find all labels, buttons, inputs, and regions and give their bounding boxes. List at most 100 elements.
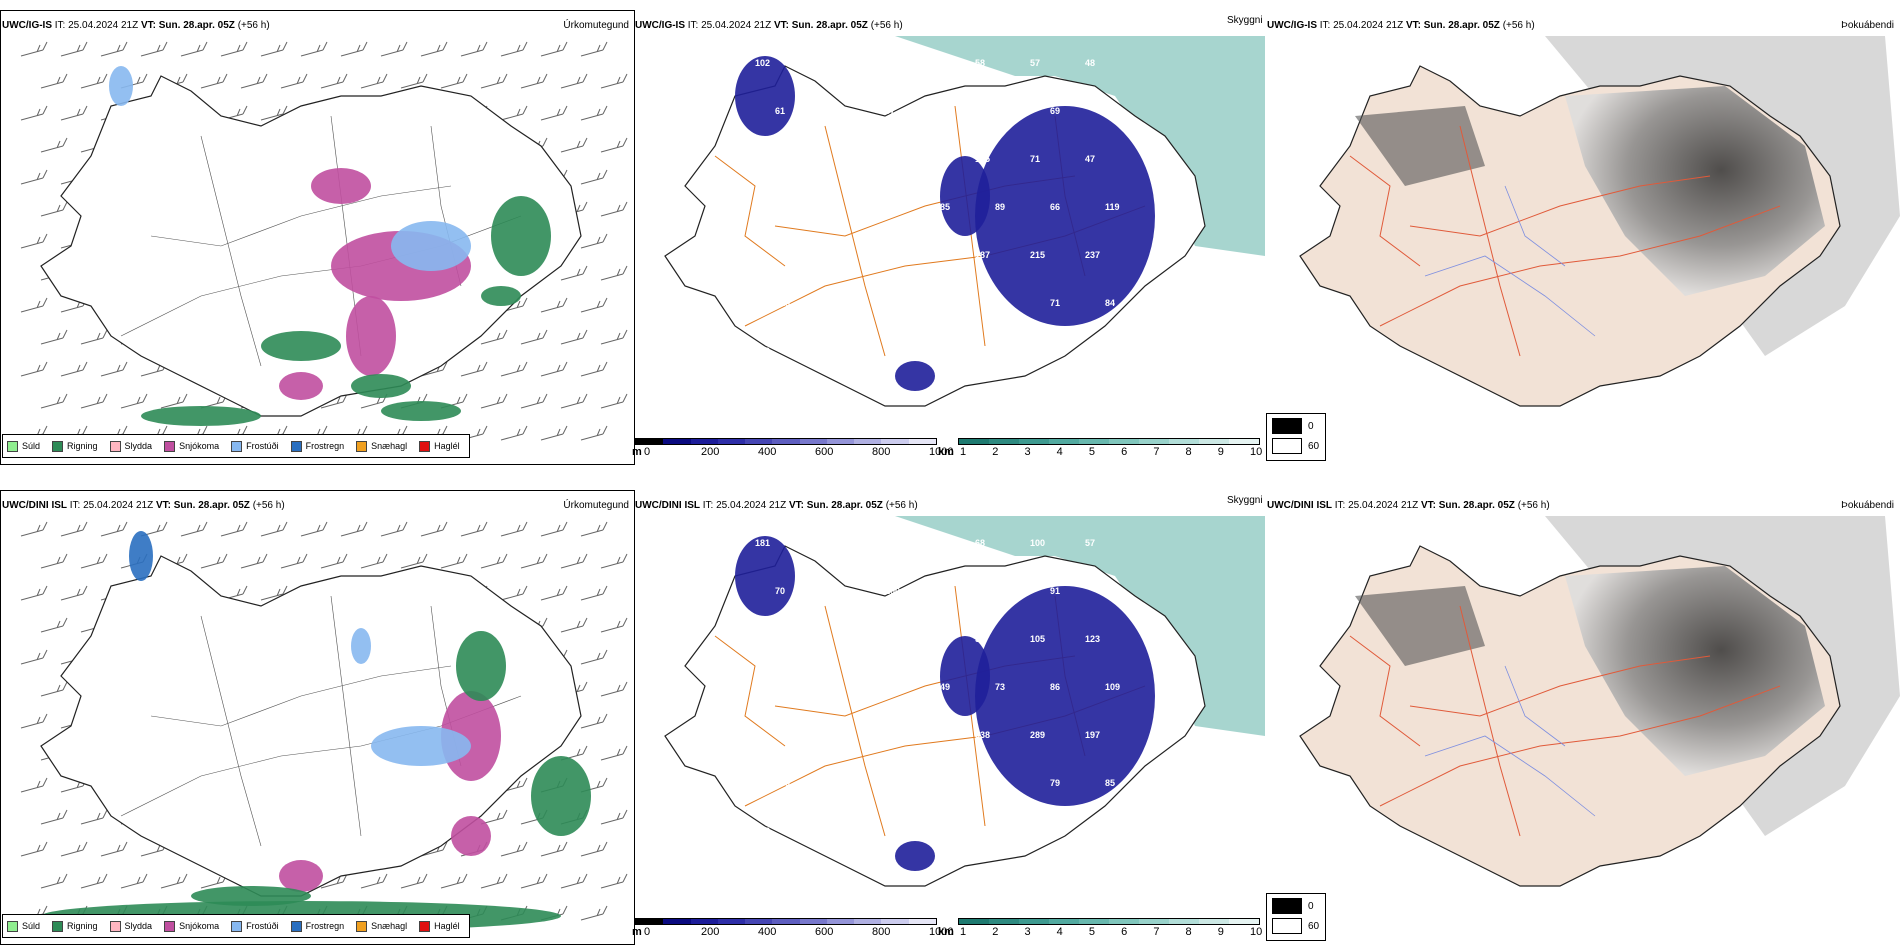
colorbar-bin: [1049, 919, 1079, 924]
wind-barb: [520, 73, 548, 89]
precip-area: [346, 296, 396, 376]
ceiling-value-label: 104: [755, 154, 770, 164]
wind-barb: [240, 73, 268, 89]
colorbar-bin: [1199, 919, 1229, 924]
legend-label: Snjókoma: [179, 441, 220, 451]
low-ceiling-area: [895, 361, 935, 391]
scale-tick: 800: [872, 446, 891, 458]
fog-legend-label: 60: [1308, 920, 1320, 932]
ceiling-value-label: 52: [975, 634, 985, 644]
legend-item: Snjókoma: [164, 440, 220, 452]
ceiling-value-label: 37: [885, 106, 895, 116]
colorbar-bin: [989, 439, 1019, 444]
wind-barb: [20, 41, 48, 57]
wind-barb: [100, 841, 128, 857]
colorbar-bin: [745, 919, 773, 924]
legend-item: Snjókoma: [164, 920, 220, 932]
legend-label: Snjókoma: [179, 921, 220, 931]
panel-title: UWC/IG-IS IT: 25.04.2024 21Z VT: Sun. 28…: [1267, 20, 1535, 31]
wind-barb: [480, 329, 508, 345]
ceiling-value-label: 85: [940, 202, 950, 212]
fog-legend-item: 0: [1272, 418, 1325, 434]
colorbar-bin: [690, 439, 718, 444]
wind-barb: [600, 745, 628, 761]
vt-label: VT:: [1420, 500, 1436, 511]
wind-barb: [540, 297, 568, 313]
fog-legend-label: 0: [1308, 900, 1314, 912]
scale-tick: 6: [1121, 926, 1128, 938]
colorbar-bin: [826, 439, 855, 444]
valid-time: Sun. 28.apr. 05Z: [1438, 500, 1515, 511]
lead-time: (+56 h): [885, 500, 918, 511]
wind-barb: [20, 777, 48, 793]
ceiling-value-label: 91: [1050, 586, 1060, 596]
scale-tick: 3: [1024, 446, 1031, 458]
colorbar-bin: [959, 439, 989, 444]
panel-title: UWC/IG-IS IT: 25.04.2024 21Z VT: Sun. 28…: [2, 20, 270, 31]
model-name: UWC/DINI ISL: [1267, 500, 1332, 511]
wind-barb: [400, 553, 428, 569]
scale-tick: 10: [1250, 446, 1263, 458]
legend-swatch: [356, 440, 368, 452]
wind-barb: [520, 393, 548, 409]
precip-area: [351, 628, 371, 664]
colorbar-bin: [772, 919, 800, 924]
wind-barb: [180, 521, 208, 537]
wind-barb: [20, 105, 48, 121]
ceiling-value-label: 62: [920, 634, 930, 644]
colorbar-bin: [690, 919, 718, 924]
legend-item: Snæhagl: [356, 920, 407, 932]
precip-area: [279, 860, 323, 892]
scale-tick: 400: [758, 926, 777, 938]
ceiling-value-label: 35: [865, 250, 875, 260]
wind-barb: [500, 41, 528, 57]
wind-barb: [500, 521, 528, 537]
low-ceiling-area: [975, 106, 1155, 326]
wind-barb: [200, 73, 228, 89]
precip-map: [20, 521, 628, 931]
legend-label: Súld: [22, 921, 41, 931]
ceiling-value-label: 60: [755, 250, 765, 260]
colorbar-bin: [663, 439, 691, 444]
scale-tick: 2: [992, 926, 999, 938]
wind-barb: [440, 873, 468, 889]
colorbar-bin: [1109, 919, 1139, 924]
wind-barb: [220, 521, 248, 537]
wind-barb: [580, 841, 608, 857]
wind-barb: [540, 841, 568, 857]
roads: [1349, 605, 1781, 837]
scale-tick: 4: [1056, 926, 1063, 938]
ceiling-value-label: 114: [975, 826, 990, 836]
low-ceiling-area: [940, 156, 990, 236]
wind-barb: [320, 553, 348, 569]
ceiling-value-label: 71: [1050, 298, 1060, 308]
legend-item: Slydda: [109, 440, 152, 452]
wind-barb: [40, 329, 68, 345]
wind-barb: [560, 265, 588, 281]
issue-time: 25.04.2024 21Z: [83, 500, 154, 511]
wind-barb: [600, 681, 628, 697]
wind-barb: [560, 73, 588, 89]
scale-tick: 7: [1153, 446, 1160, 458]
legend-item: Frostúði: [231, 440, 279, 452]
precip-area: [451, 816, 491, 856]
ceiling-value-label: 10: [920, 250, 930, 260]
scale-tick: 600: [815, 926, 834, 938]
ceiling-value-label: 105: [975, 154, 990, 164]
wind-barb: [560, 873, 588, 889]
wind-barb: [20, 521, 48, 537]
legend-swatch: [7, 440, 18, 452]
ceiling-value-label: 50: [830, 778, 840, 788]
fog-legend-label: 0: [1308, 420, 1314, 432]
wind-barb: [520, 553, 548, 569]
ceiling-value-labels: 102 75 63 57 58 57 48 61 47 37 102 80 69 102 104 46 154 1…: [755, 58, 1120, 356]
legend-item: Rigning: [52, 920, 98, 932]
ceiling-value-label: 86: [1105, 586, 1115, 596]
wind-barb: [300, 41, 328, 57]
issue-time: 25.04.2024 21Z: [1333, 20, 1404, 31]
ceiling-value-label: 53: [995, 298, 1005, 308]
scale-tick: 4: [1056, 446, 1063, 458]
fog-legend-item: 60: [1272, 438, 1325, 454]
ceiling-value-label: 218: [775, 298, 790, 308]
colorbar-bin: [1019, 919, 1049, 924]
